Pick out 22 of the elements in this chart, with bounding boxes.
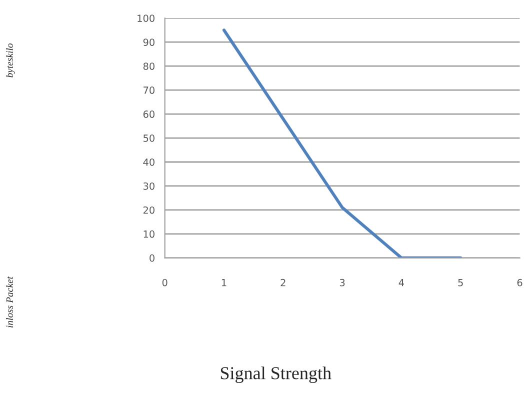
x-tick-label: 6 — [517, 278, 522, 286]
text: byteskilo — [6, 43, 15, 78]
line-series — [222, 28, 462, 258]
y-tick-label: 70 — [144, 86, 154, 94]
x-axis-title: Signal Strength — [220, 366, 332, 383]
x-tick-label: 4 — [398, 279, 404, 286]
y-tick-label: 0 — [150, 254, 154, 262]
y-tick-label: 10 — [144, 230, 154, 238]
y-tick-label: 40 — [143, 158, 154, 166]
x-tick-label: 3 — [340, 278, 345, 286]
y-tick-label: 60 — [143, 110, 154, 118]
text: inloss Packet — [6, 276, 13, 328]
y-tick-label: 80 — [143, 62, 154, 70]
x-tick-label: 0 — [162, 278, 168, 286]
x-tick-label: 1 — [222, 279, 226, 286]
y-tick-label: 90 — [143, 38, 154, 46]
y-tick-label: 20 — [143, 206, 154, 214]
x-tick-label: 5 — [458, 279, 463, 286]
y-tick-label: 100 — [138, 14, 154, 22]
y-tick-label: 50 — [144, 134, 154, 142]
y-tick-label: 30 — [144, 182, 154, 190]
x-tick-label: 2 — [280, 278, 286, 286]
